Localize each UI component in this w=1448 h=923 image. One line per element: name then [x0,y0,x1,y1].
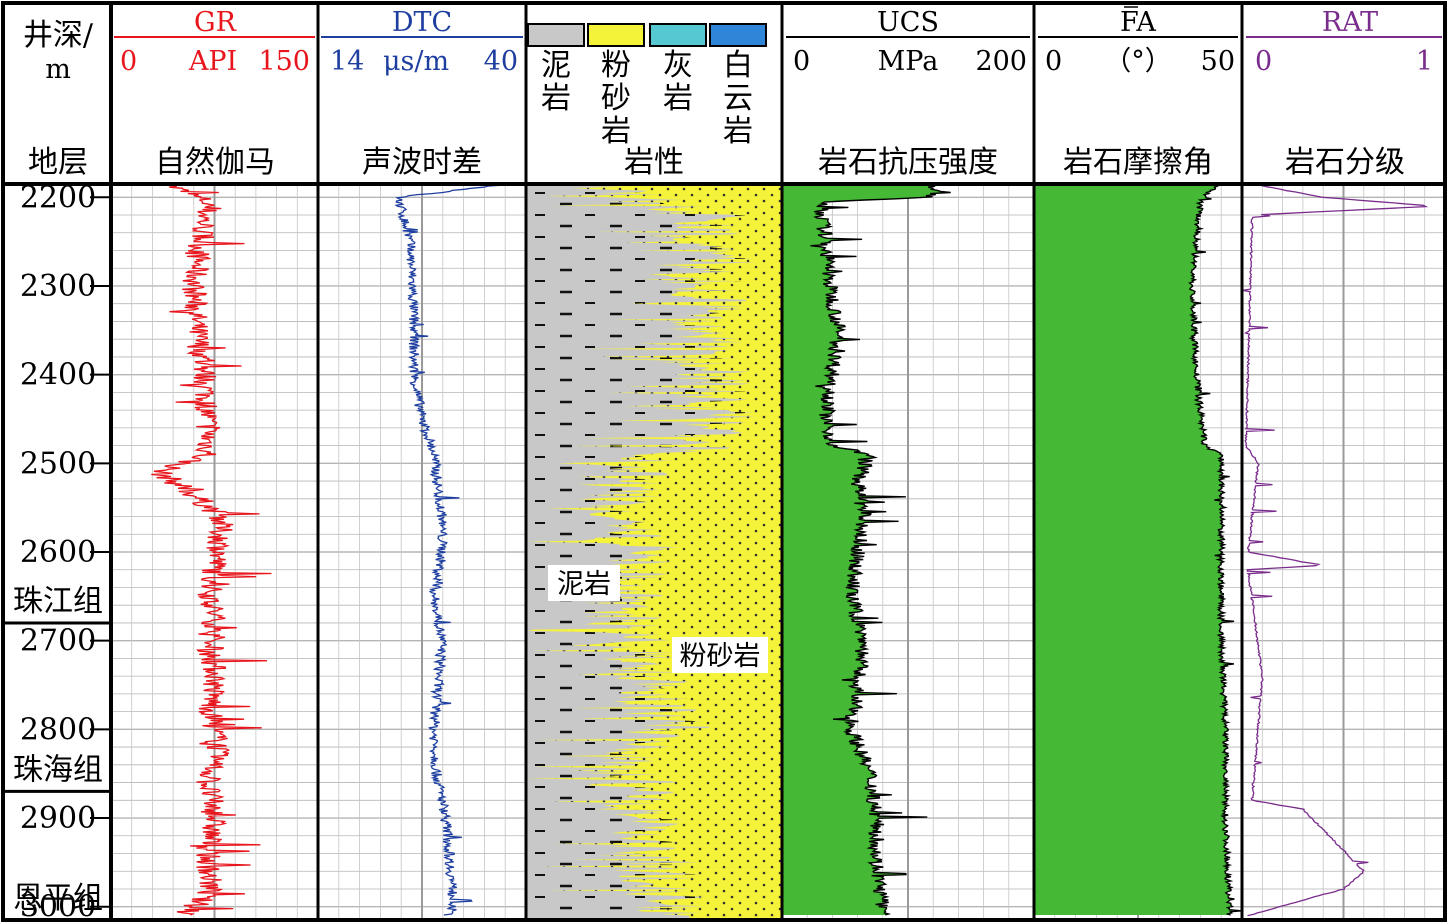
ucs-fill [782,184,951,916]
depth-header-title: 井深/ [23,18,94,53]
mudstone-annotation-bg [548,565,620,601]
depth-tick-label: 3000 [20,890,96,923]
gr-unit: API [188,46,237,77]
fa-mnemonic: FA [1120,7,1156,38]
dtc-unit: μs/m [383,46,449,77]
siltstone-annotation-bg [672,637,768,673]
gr-min: 0 [120,46,137,77]
rat-min: 0 [1255,46,1272,77]
lithology-track [526,184,782,920]
depth-tick-label: 2700 [20,624,96,659]
rat-mnemonic: RAT [1322,7,1378,38]
gr-mnemonic: GR [194,7,237,38]
siltstone-fill [526,184,782,920]
formation-label: 珠江组 [13,584,103,619]
depth-tick-label: 2200 [20,180,96,215]
depth-axis: 2200 2300 2400 2500 2600 2700 2800 2900 3000 [20,180,111,923]
legend-label-char: 岩 [541,81,571,116]
formation-label: 恩平组 [13,881,103,916]
dtc-curve [394,184,508,916]
depth-tick-label: 2900 [20,801,96,836]
legend-swatch [649,23,707,47]
legend-swatch [587,23,645,47]
fa-fill [1034,184,1242,916]
legend-label-char: 粉 [601,48,631,83]
lith-track-name: 岩性 [624,145,684,180]
formation-header: 地层 [28,145,88,180]
legend-label-char: 云 [723,81,753,116]
legend-label-char: 白 [723,48,753,83]
ucs-track-name: 岩石抗压强度 [818,145,998,180]
legend-label-char: 砂 [601,81,631,116]
fa-track-name: 岩石摩擦角 [1063,145,1213,180]
gr-max: 150 [258,46,310,77]
rat-track-name: 岩石分级 [1285,145,1405,180]
dtc-min: 14 [330,46,364,77]
depth-tick-label: 2400 [20,358,96,393]
rat-max: 1 [1416,46,1433,77]
depth-tick-label: 2800 [20,712,96,747]
ucs-max: 200 [975,46,1027,77]
fa-unit: （°） [1104,46,1172,77]
depth-tick-label: 2300 [20,269,96,304]
legend-label-char: 泥 [541,48,571,83]
depth-header-unit: m [45,54,71,85]
legend-label-char: 岩 [723,114,753,149]
mudstone-annotation: 泥岩 [557,569,611,600]
ucs-min: 0 [793,46,810,77]
ucs-unit: MPa [878,46,939,77]
ucs-curve [810,184,951,916]
fa-max: 50 [1201,46,1235,77]
gr-curve [151,184,272,916]
legend-label-char: 岩 [663,81,693,116]
gr-track-name: 自然伽马 [155,145,275,180]
ucs-mnemonic: UCS [877,7,939,38]
dtc-track-name: 声波时差 [362,145,482,180]
fa-curve [1188,184,1242,916]
depth-tick-label: 2600 [20,535,96,570]
legend-swatch [527,23,585,47]
formation-label: 珠海组 [13,752,103,787]
dtc-max: 40 [484,46,518,77]
legend-label-char: 岩 [601,114,631,149]
fa-min: 0 [1045,46,1062,77]
rat-curve [1242,184,1429,917]
depth-tick-label: 2500 [20,446,96,481]
dtc-mnemonic: DTC [392,7,452,38]
legend-label-char: 灰 [663,48,693,83]
legend-swatch [709,23,767,47]
siltstone-annotation: 粉砂岩 [680,641,761,672]
